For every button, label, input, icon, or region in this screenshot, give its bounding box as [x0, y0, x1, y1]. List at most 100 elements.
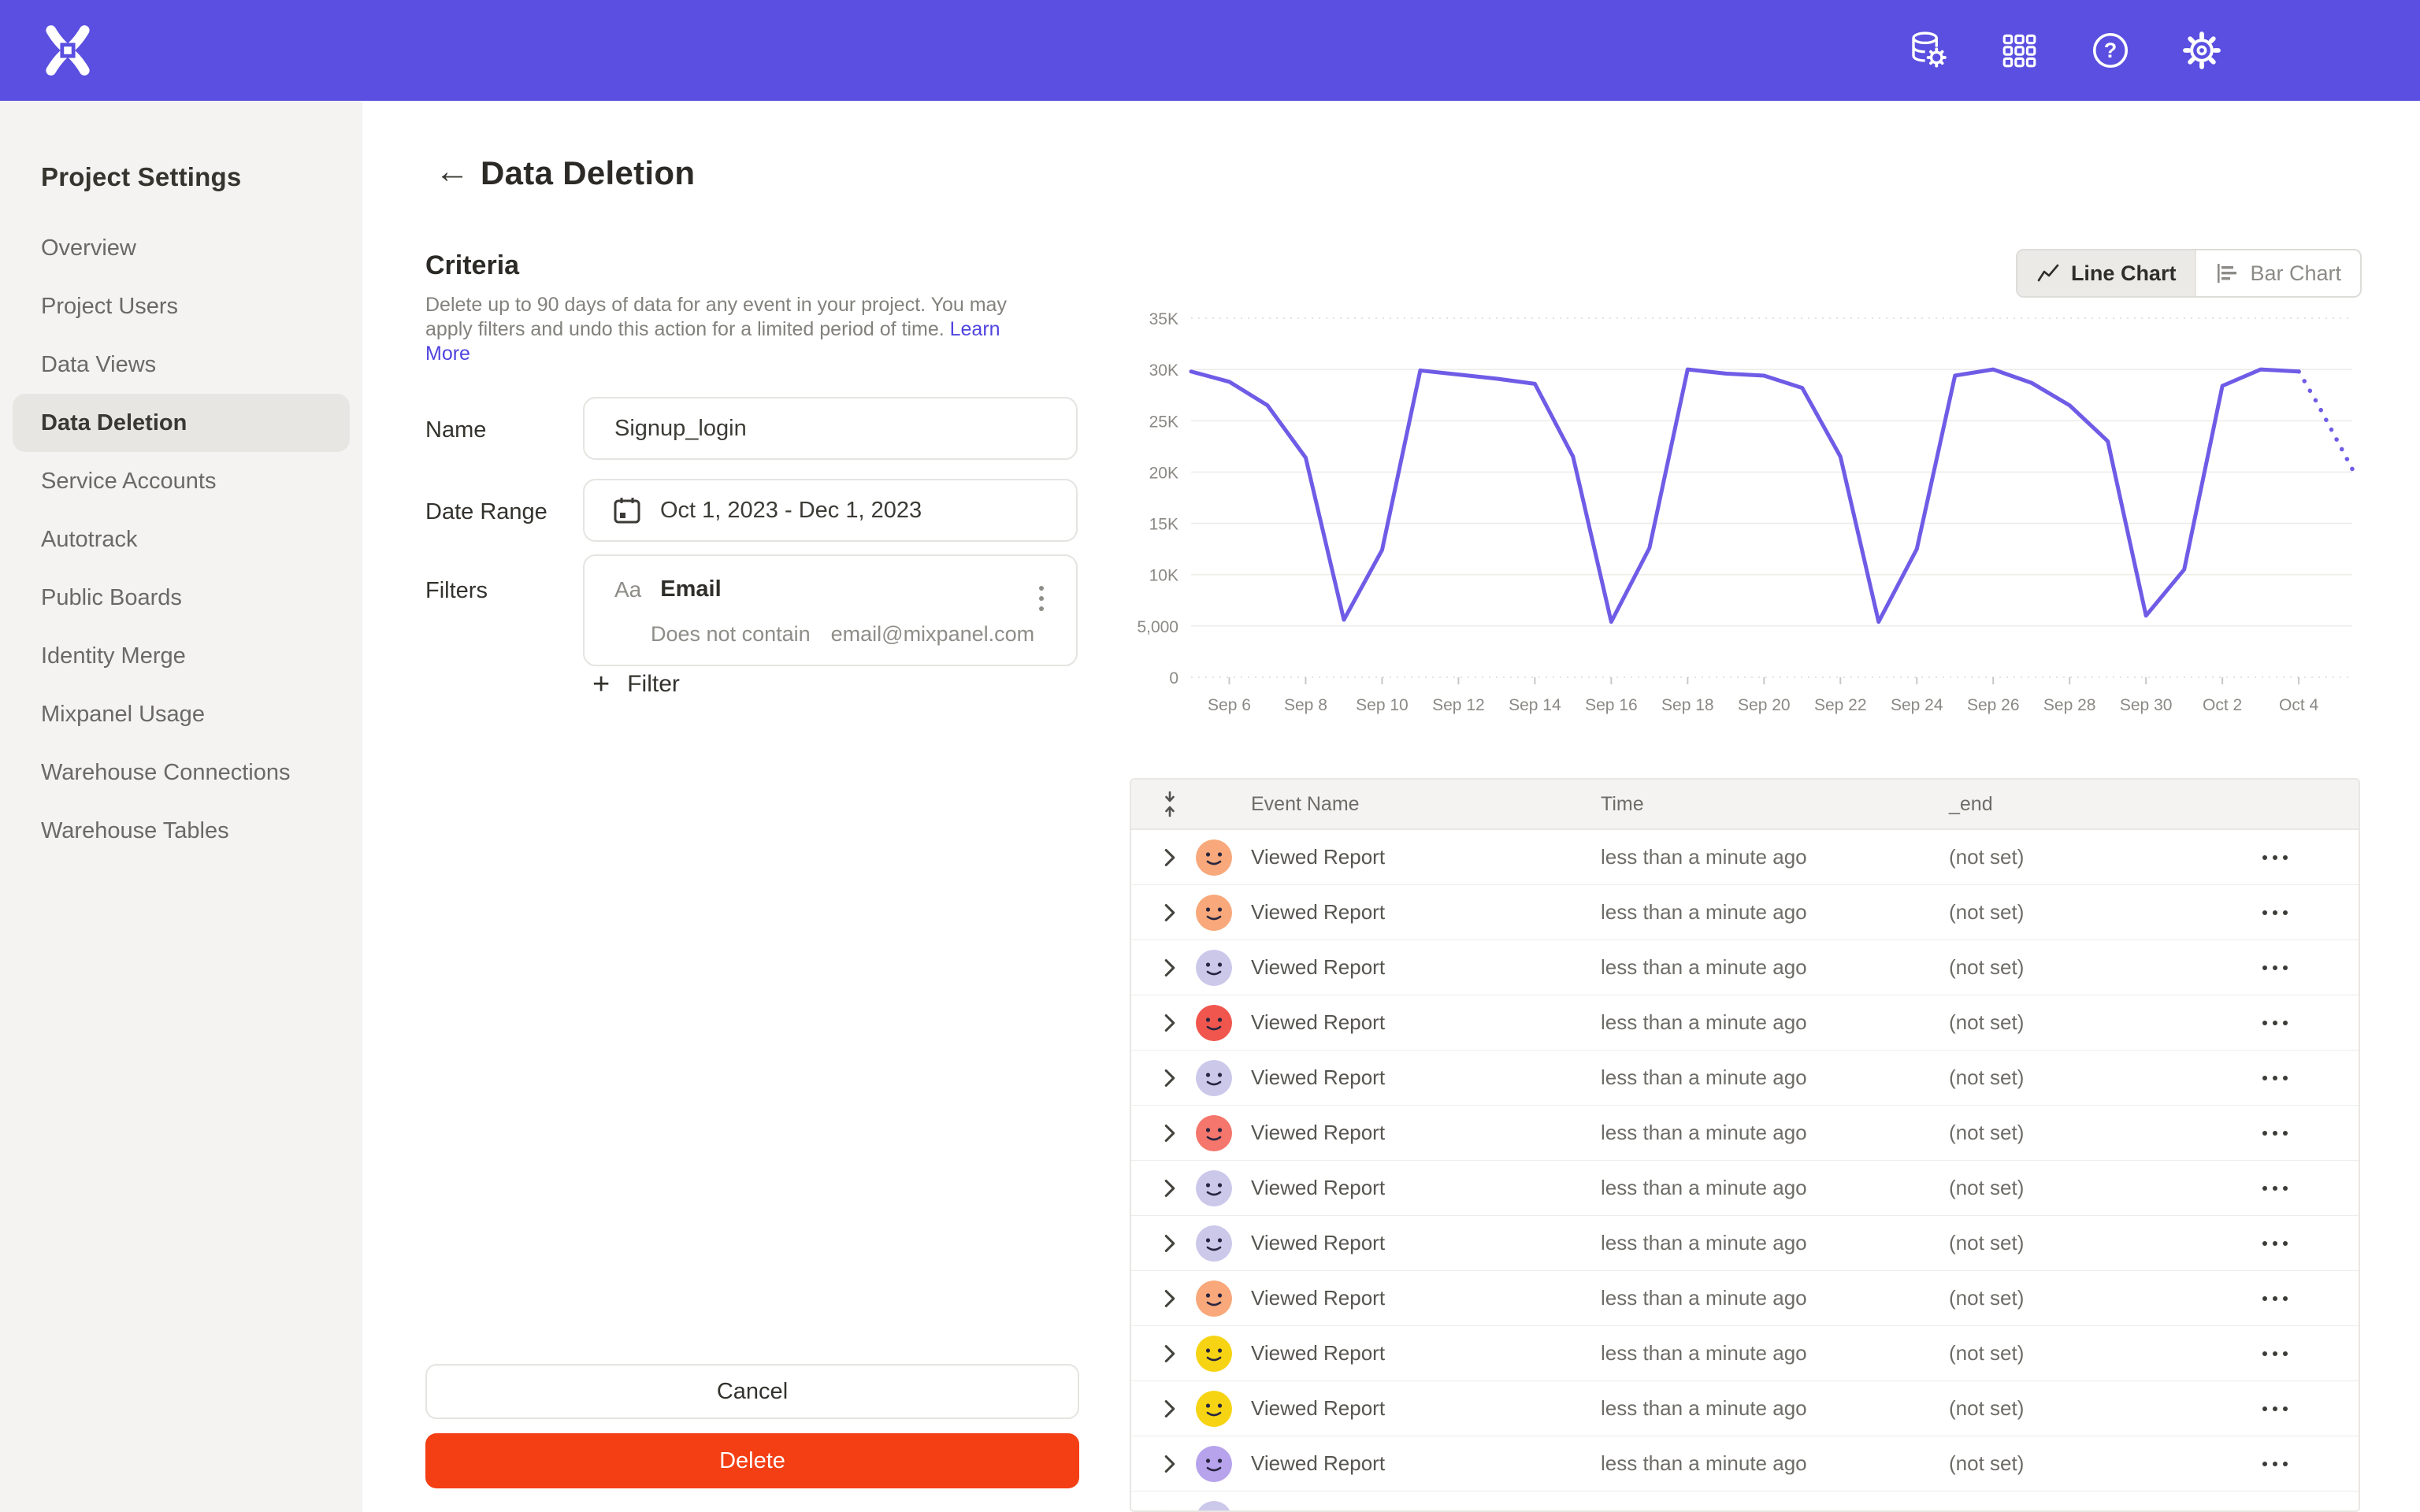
- row-actions-icon[interactable]: [2248, 854, 2359, 860]
- delete-button[interactable]: Delete: [425, 1433, 1079, 1488]
- sidebar-item-public-boards[interactable]: Public Boards: [41, 585, 182, 610]
- time-cell: less than a minute ago: [1601, 1341, 1807, 1365]
- filter-property-row: Aa Email: [614, 576, 722, 602]
- event-name-cell: Viewed Report: [1251, 1121, 1386, 1144]
- line-chart-tab[interactable]: Line Chart: [2017, 250, 2195, 296]
- name-input[interactable]: Signup_login: [583, 397, 1078, 460]
- row-actions-icon[interactable]: [2248, 1406, 2359, 1411]
- filter-operator[interactable]: Does not contain: [651, 622, 811, 646]
- apps-grid-icon[interactable]: [1996, 28, 2042, 73]
- sidebar-item-project-users[interactable]: Project Users: [41, 294, 179, 319]
- end-cell: (not set): [1949, 1341, 2025, 1365]
- row-actions-icon[interactable]: [2248, 965, 2359, 970]
- sidebar-item-warehouse-connections[interactable]: Warehouse Connections: [41, 760, 291, 785]
- table-row[interactable]: Viewed Report less than a minute ago (no…: [1131, 1436, 2359, 1492]
- expand-row-chevron-icon[interactable]: [1131, 1068, 1196, 1088]
- back-arrow-icon[interactable]: ←: [435, 152, 470, 191]
- table-row[interactable]: Viewed Report less than a minute ago (no…: [1131, 995, 2359, 1051]
- filter-property: Email: [660, 576, 722, 602]
- sidebar-item-overview[interactable]: Overview: [41, 235, 136, 261]
- date-range-input[interactable]: Oct 1, 2023 - Dec 1, 2023: [583, 479, 1078, 542]
- header-end[interactable]: _end: [1949, 792, 1993, 815]
- expand-row-chevron-icon[interactable]: [1131, 1178, 1196, 1199]
- data-connections-icon[interactable]: [1905, 28, 1950, 73]
- table-row[interactable]: Viewed Report less than a minute ago (no…: [1131, 1161, 2359, 1216]
- learn-more-link[interactable]: Learn More: [425, 318, 1000, 365]
- end-cell: (not set): [1949, 955, 2025, 979]
- date-range-value: Oct 1, 2023 - Dec 1, 2023: [660, 497, 922, 523]
- add-filter-button[interactable]: + Filter: [592, 669, 680, 699]
- table-row[interactable]: Viewed Report less than a minute ago (no…: [1131, 1326, 2359, 1381]
- expand-row-chevron-icon[interactable]: [1131, 958, 1196, 978]
- table-row[interactable]: Viewed Report less than a minute ago (no…: [1131, 1106, 2359, 1161]
- user-avatar: [1196, 1169, 1251, 1206]
- expand-row-chevron-icon[interactable]: [1131, 1343, 1196, 1364]
- end-cell: (not set): [1949, 845, 2025, 869]
- header-event-name[interactable]: Event Name: [1251, 792, 1360, 815]
- table-body: Viewed Report less than a minute ago (no…: [1131, 830, 2359, 1510]
- user-avatar: [1196, 1059, 1251, 1096]
- expand-row-chevron-icon[interactable]: [1131, 1123, 1196, 1143]
- user-avatar: [1196, 1280, 1251, 1317]
- row-actions-icon[interactable]: [2248, 1240, 2359, 1246]
- sidebar-item-identity-merge[interactable]: Identity Merge: [41, 643, 186, 669]
- row-actions-icon[interactable]: [2248, 910, 2359, 915]
- expand-row-chevron-icon[interactable]: [1131, 1233, 1196, 1254]
- mixpanel-logo[interactable]: [41, 24, 95, 77]
- expand-row-chevron-icon[interactable]: [1131, 902, 1196, 923]
- filters-label: Filters: [425, 578, 488, 603]
- sidebar-item-data-deletion[interactable]: Data Deletion: [13, 394, 350, 452]
- filter-menu-icon[interactable]: [1027, 578, 1056, 619]
- criteria-description: Delete up to 90 days of data for any eve…: [425, 293, 1015, 366]
- row-actions-icon[interactable]: [2248, 1075, 2359, 1080]
- help-icon[interactable]: ?: [2088, 28, 2133, 73]
- table-row[interactable]: Viewed Report less than a minute ago (no…: [1131, 1216, 2359, 1271]
- table-row[interactable]: Viewed Report less than a minute ago (no…: [1131, 1271, 2359, 1326]
- user-avatar: [1196, 1390, 1251, 1427]
- table-row[interactable]: Viewed Report less than a minute ago (no…: [1131, 940, 2359, 995]
- table-row[interactable]: Viewed Report less than a minute ago (no…: [1131, 830, 2359, 885]
- sidebar-item-service-accounts[interactable]: Service Accounts: [41, 469, 217, 494]
- header-time[interactable]: Time: [1601, 792, 1644, 815]
- filter-card[interactable]: Aa Email Does not contain email@mixpanel…: [583, 554, 1078, 666]
- date-range-label: Date Range: [425, 499, 547, 524]
- expand-row-chevron-icon[interactable]: [1131, 847, 1196, 868]
- expand-row-chevron-icon[interactable]: [1131, 1288, 1196, 1309]
- line-chart-label: Line Chart: [2070, 261, 2177, 285]
- row-actions-icon[interactable]: [2248, 1130, 2359, 1136]
- collapse-rows-icon[interactable]: [1131, 791, 1196, 817]
- user-avatar: [1196, 894, 1251, 931]
- end-cell: (not set): [1949, 1010, 2025, 1034]
- svg-text:35K: 35K: [1149, 310, 1178, 328]
- settings-gear-icon[interactable]: [2179, 28, 2225, 73]
- svg-text:Sep 8: Sep 8: [1284, 696, 1327, 714]
- row-actions-icon[interactable]: [2248, 1185, 2359, 1191]
- expand-row-chevron-icon[interactable]: [1131, 1013, 1196, 1033]
- expand-row-chevron-icon[interactable]: [1131, 1399, 1196, 1419]
- sidebar-items: Overview Project Users Data Views Data Dele…: [0, 219, 362, 860]
- sidebar-item-warehouse-tables[interactable]: Warehouse Tables: [41, 818, 229, 843]
- sidebar-item-autotrack[interactable]: Autotrack: [41, 527, 138, 552]
- end-cell: (not set): [1949, 1396, 2025, 1420]
- svg-text:5,000: 5,000: [1137, 618, 1178, 636]
- expand-row-chevron-icon[interactable]: [1131, 1509, 1196, 1510]
- table-row[interactable]: Viewed Report less than a minute ago (no…: [1131, 1492, 2359, 1510]
- filter-value[interactable]: email@mixpanel.com: [830, 622, 1035, 646]
- expand-row-chevron-icon[interactable]: [1131, 1454, 1196, 1474]
- row-actions-icon[interactable]: [2248, 1461, 2359, 1466]
- bar-chart-tab[interactable]: Bar Chart: [2195, 250, 2360, 296]
- table-row[interactable]: Viewed Report less than a minute ago (no…: [1131, 1381, 2359, 1436]
- event-name-cell: Viewed Report: [1251, 1010, 1386, 1034]
- calendar-icon: [614, 498, 640, 524]
- row-actions-icon[interactable]: [2248, 1020, 2359, 1025]
- sidebar-item-mixpanel-usage[interactable]: Mixpanel Usage: [41, 702, 205, 727]
- cancel-button[interactable]: Cancel: [425, 1364, 1079, 1419]
- sidebar-item-data-views[interactable]: Data Views: [41, 352, 157, 377]
- table-row[interactable]: Viewed Report less than a minute ago (no…: [1131, 885, 2359, 940]
- row-actions-icon[interactable]: [2248, 1351, 2359, 1356]
- table-row[interactable]: Viewed Report less than a minute ago (no…: [1131, 1051, 2359, 1106]
- top-navigation-bar: ?: [0, 0, 2420, 101]
- row-actions-icon[interactable]: [2248, 1295, 2359, 1301]
- svg-text:Sep 10: Sep 10: [1356, 696, 1409, 714]
- user-avatar: [1196, 1225, 1251, 1262]
